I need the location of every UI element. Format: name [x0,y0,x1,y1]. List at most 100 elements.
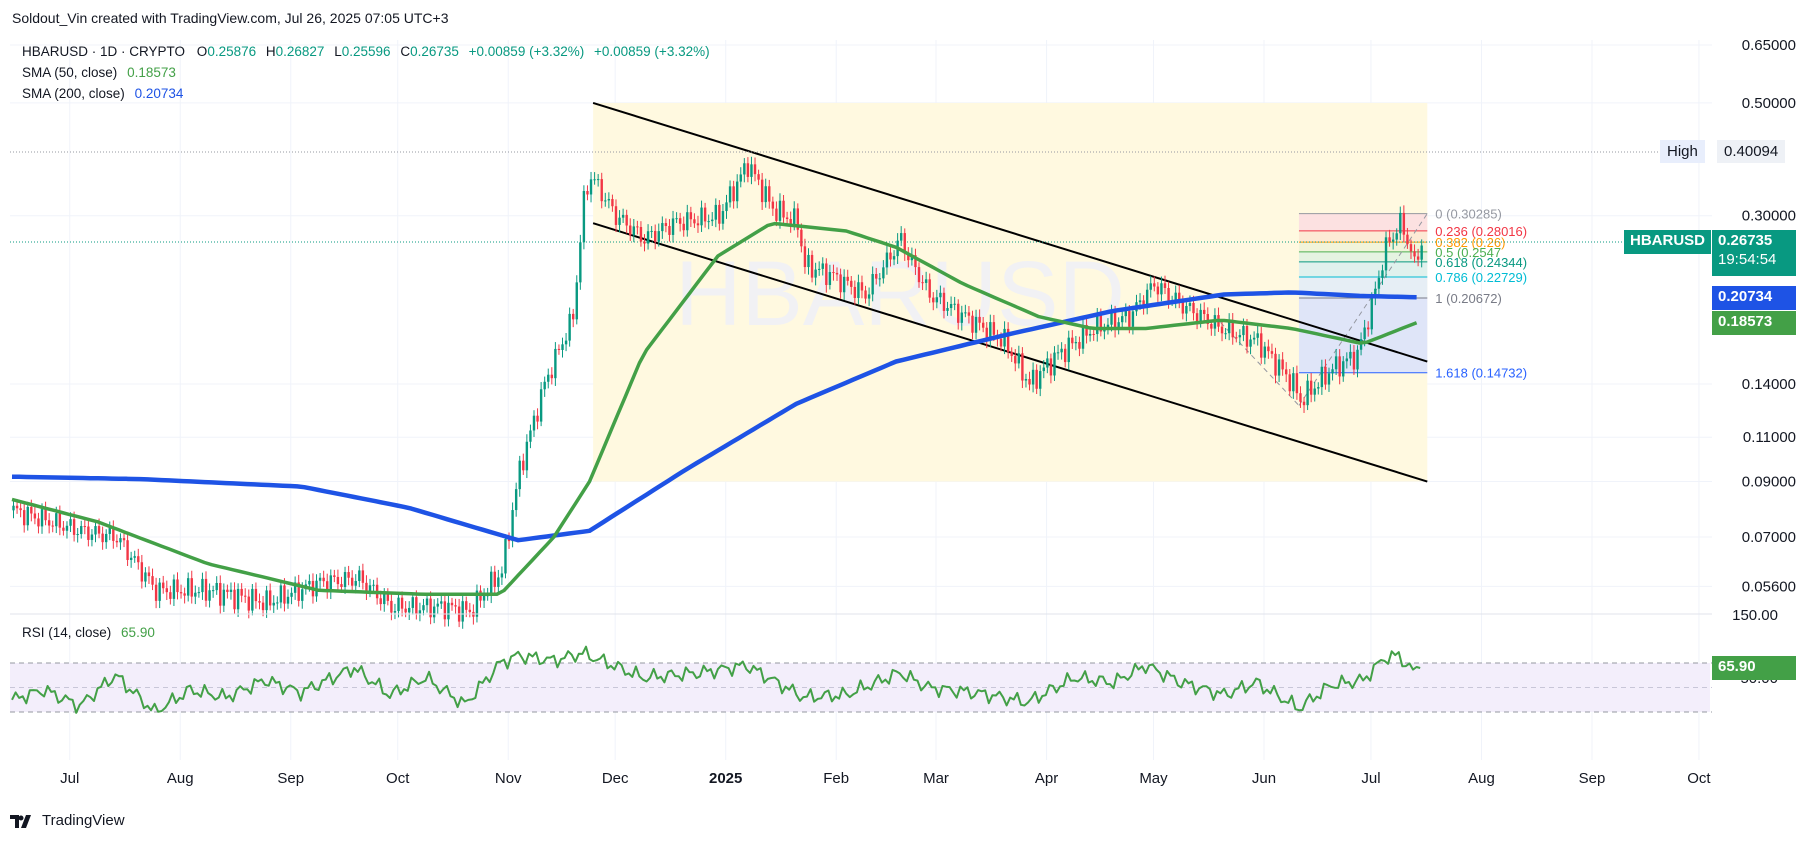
candle-body [1370,297,1373,330]
candle-body [825,263,828,285]
candlesticks [12,156,1423,629]
fib-level-label: 0.5 (0.2547 [1435,245,1501,260]
candle-body [1063,348,1067,363]
candle-body [771,201,775,209]
candle-body [1067,337,1070,363]
candle-body [964,312,967,314]
candle-body [397,597,400,612]
candle-body [1295,373,1299,394]
channel-upper-line [592,101,1428,363]
high-value: 0.26827 [275,44,325,59]
candle-body [1235,337,1238,339]
candle-body [126,540,129,560]
candle-body [764,186,767,203]
sma50-legend[interactable]: SMA (50, close) 0.18573 [22,65,176,80]
time-tick-label: Oct [1687,770,1711,787]
rsi-band [10,662,1712,713]
candle-body [154,584,158,601]
fib-trend-line [1298,213,1428,406]
candle-body [97,526,101,534]
candle-body [1349,351,1352,359]
candle-body [1035,369,1038,389]
candle-body [393,611,397,613]
candle-body [22,510,26,526]
candle-body [404,608,407,613]
candle-body [878,278,881,280]
candle-body [1391,239,1395,242]
candle-body [814,269,817,278]
candle-body [1324,366,1327,385]
candle-body [999,338,1003,347]
rsi-legend[interactable]: RSI (14, close) 65.90 [22,625,155,640]
candle-body [686,212,689,231]
candle-body [807,254,810,268]
time-tick-label: Jul [1361,770,1380,787]
candle-body [219,582,222,606]
candle-body [383,593,386,605]
candle-body [1110,312,1113,325]
candle-body [803,246,807,268]
candle-body [272,602,275,606]
candle-body [497,577,500,587]
close-value: 0.26735 [410,44,459,59]
candle-body [90,534,94,540]
candle-body [967,312,971,316]
candle-body [743,163,746,175]
candle-body [475,590,479,617]
candle-body [953,303,956,305]
candle-body [308,580,311,585]
candle-body [240,588,243,596]
open-value: 0.25876 [207,44,257,59]
candle-body [415,597,418,614]
candle-body [782,200,785,218]
sma200-legend[interactable]: SMA (200, close) 0.20734 [22,86,184,101]
candle-body [892,256,896,260]
candle-body [1313,388,1316,395]
candle-body [668,226,671,235]
price-tick-label: 0.05600 [1742,578,1796,595]
candle-body [194,592,197,597]
high-tag: High 0.40094 [1660,140,1810,164]
candle-body [450,602,454,606]
candle-body [482,595,486,601]
candle-body [162,582,165,589]
candle-body [1309,380,1313,395]
candle-body [1395,233,1398,240]
candle-body [714,204,718,220]
candle-body [971,315,974,333]
candle-body [208,590,211,601]
candle-body [860,282,864,291]
candle-body [1088,333,1092,336]
candle-body [1128,310,1131,327]
rsi-legend-value: 65.90 [121,625,155,640]
candle-body [639,226,643,242]
sma50-legend-value: 0.18573 [127,65,176,80]
candle-body [529,430,532,442]
candle-body [889,252,892,260]
tradingview-logo[interactable]: TradingView [10,812,125,829]
fib-level-label: 1.618 (0.14732) [1435,366,1527,381]
high-tag-label: High [1660,140,1705,163]
candle-body [693,219,696,224]
time-tick-label: Nov [495,770,522,787]
candle-body [850,280,853,287]
sma50-line [11,221,1418,597]
candle-body [557,348,561,350]
candle-body [796,208,799,230]
symbol-legend: HBARUSD · 1D · CRYPTO O0.25876 H0.26827 … [22,44,710,59]
candle-body [671,218,675,235]
fib-band [1298,261,1428,278]
price-tick-label: 0.30000 [1742,208,1796,225]
candle-body [664,223,668,227]
candle-body [211,590,215,592]
time-tick-label: Jul [60,770,79,787]
time-axis: Jul Aug Sep Oct Nov Dec 2025 Feb Mar Apr May Jun Jul… [60,770,1711,787]
candle-body [226,589,229,592]
price-tick-label: 0.50000 [1742,95,1796,112]
candle-body [429,598,432,618]
candle-body [1099,315,1103,332]
time-tick-label: May [1139,770,1168,787]
candle-body [33,513,37,519]
candle-body [37,518,40,527]
